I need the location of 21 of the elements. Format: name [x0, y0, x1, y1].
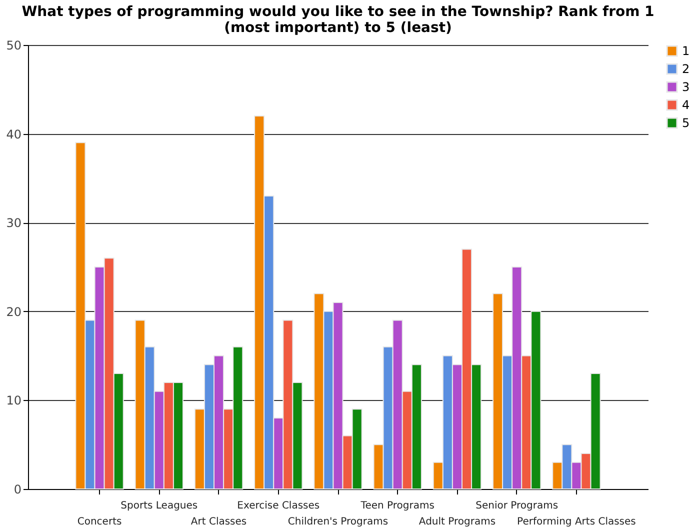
x-tick-label: Teen Programs	[360, 500, 434, 512]
x-tick-label: Sports Leagues	[120, 500, 198, 512]
chart-title: What types of programming would you like to see in the Township? Rank from 1 (most important) to 5 (least)	[22, 4, 654, 36]
y-tick-label: 10	[6, 394, 22, 408]
y-tick-label: 20	[6, 304, 22, 319]
y-tick-label: 50	[6, 38, 22, 52]
x-tick-label: Exercise Classes	[237, 500, 320, 512]
legend-label: 1	[682, 44, 690, 58]
legend-label: 5	[682, 116, 690, 130]
y-tick-label: 40	[6, 127, 22, 142]
x-tick-label: Art Classes	[190, 516, 247, 528]
legend-label: 4	[682, 98, 690, 112]
x-tick-label: Adult Programs	[418, 516, 496, 528]
x-tick-label: Children's Programs	[288, 516, 388, 528]
legend-label: 3	[682, 80, 690, 94]
legend-label: 2	[682, 62, 690, 76]
x-tick-label: Performing Arts Classes	[517, 516, 636, 528]
x-tick-label: Senior Programs	[476, 500, 558, 512]
y-tick-label: 0	[14, 482, 22, 496]
x-tick-label: Concerts	[77, 516, 122, 528]
y-tick-label: 30	[6, 216, 22, 230]
